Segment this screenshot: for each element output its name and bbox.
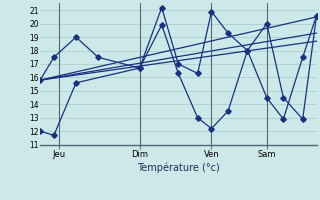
X-axis label: Température (°c): Température (°c): [137, 162, 220, 173]
